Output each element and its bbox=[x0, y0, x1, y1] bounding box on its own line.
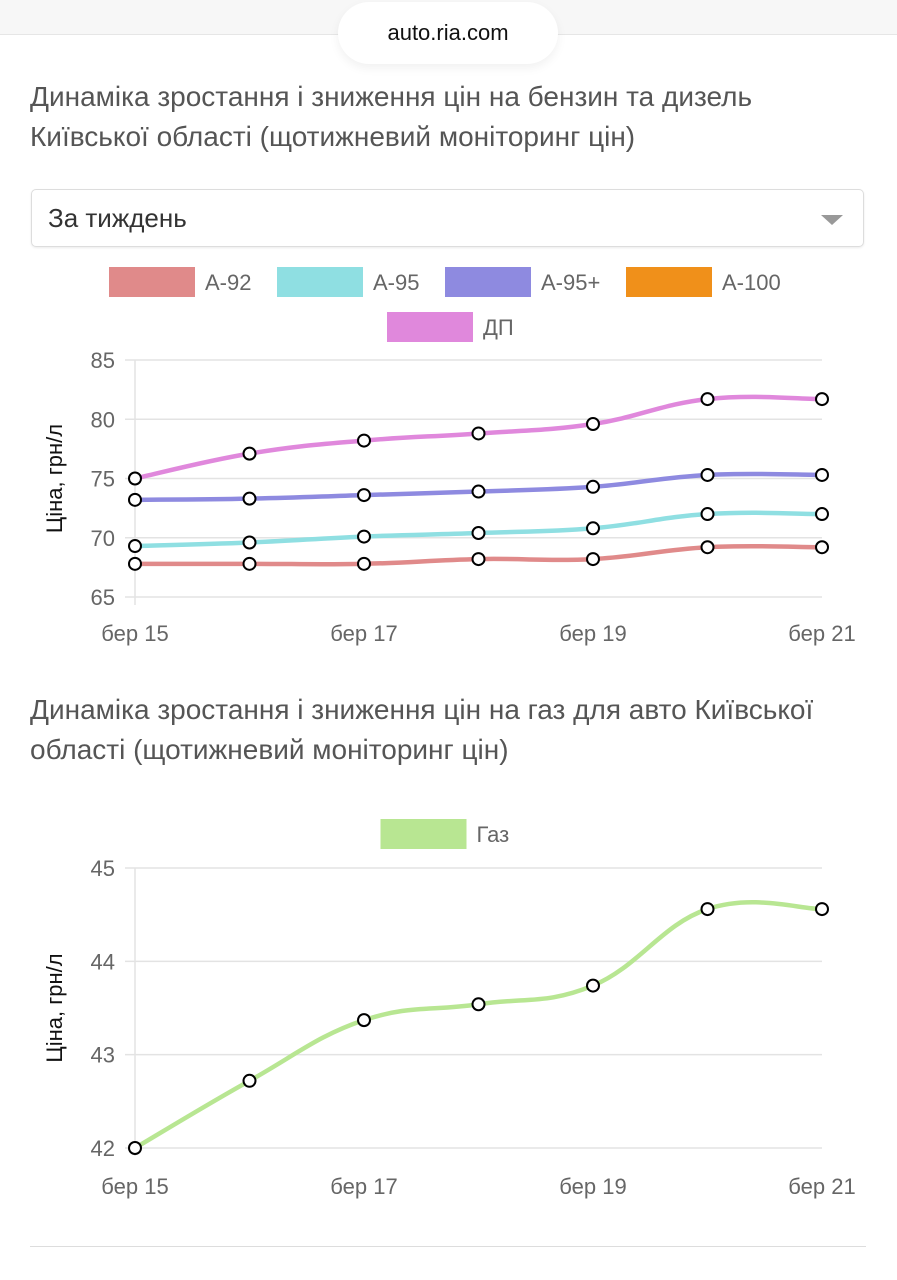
legend-label: А-100 bbox=[722, 270, 781, 295]
fuel-chart-title: Динаміка зростання і зниження цін на бен… bbox=[30, 81, 753, 152]
data-point-ДП-бер 18[interactable] bbox=[471, 426, 486, 441]
legend-swatch bbox=[626, 267, 712, 297]
x-tick-label: бер 19 bbox=[559, 1174, 626, 1199]
legend-swatch bbox=[445, 267, 531, 297]
legend-swatch bbox=[109, 267, 195, 297]
legend-label: А-95+ bbox=[541, 270, 600, 295]
chevron-down-icon bbox=[821, 215, 843, 225]
legend-label: ДП bbox=[483, 315, 514, 340]
data-point-А-95-бер 17[interactable] bbox=[357, 529, 371, 544]
series-line-Газ bbox=[133, 900, 823, 1150]
data-point-Газ-бер 15[interactable] bbox=[128, 1141, 142, 1155]
data-point-А-95+-бер 21[interactable] bbox=[815, 467, 829, 482]
y-axis-title: Ціна, грн/л bbox=[42, 424, 67, 533]
data-point-Газ-бер 18[interactable] bbox=[471, 997, 486, 1012]
y-tick-label: 45 bbox=[91, 856, 115, 881]
data-point-А-92-бер 15[interactable] bbox=[128, 556, 142, 571]
x-tick-label: бер 15 bbox=[101, 621, 168, 646]
period-select[interactable]: За тиждень bbox=[31, 189, 864, 247]
legend-item-ДП[interactable]: ДП bbox=[387, 312, 514, 342]
data-point-ДП-бер 17[interactable] bbox=[357, 433, 371, 448]
x-tick-label: бер 17 bbox=[330, 1174, 397, 1199]
data-point-ДП-бер 15[interactable] bbox=[128, 471, 142, 486]
data-point-Газ-бер 16[interactable] bbox=[242, 1073, 257, 1088]
legend-item-А-100[interactable]: А-100 bbox=[626, 267, 781, 297]
url-bar[interactable]: auto.ria.com bbox=[338, 2, 558, 64]
legend-swatch bbox=[277, 267, 363, 297]
legend-label: А-92 bbox=[205, 270, 251, 295]
x-tick-label: бер 19 bbox=[559, 621, 626, 646]
data-point-ДП-бер 20[interactable] bbox=[700, 392, 715, 407]
data-point-А-95-бер 21[interactable] bbox=[815, 507, 829, 522]
data-point-А-95+-бер 19[interactable] bbox=[586, 479, 600, 494]
data-point-А-92-бер 21[interactable] bbox=[815, 540, 829, 555]
y-tick-label: 44 bbox=[91, 949, 115, 974]
data-point-А-95-бер 16[interactable] bbox=[242, 535, 257, 550]
y-tick-label: 75 bbox=[91, 467, 115, 492]
y-tick-label: 80 bbox=[91, 407, 115, 432]
data-point-Газ-бер 21[interactable] bbox=[815, 902, 829, 917]
x-tick-label: бер 15 bbox=[101, 1174, 168, 1199]
legend-item-А-92[interactable]: А-92 bbox=[109, 267, 251, 297]
url-text: auto.ria.com bbox=[387, 20, 509, 45]
data-point-А-95-бер 19[interactable] bbox=[586, 521, 600, 536]
data-point-А-95-бер 18[interactable] bbox=[471, 526, 486, 541]
data-point-А-92-бер 16[interactable] bbox=[242, 556, 257, 571]
data-point-А-92-бер 20[interactable] bbox=[700, 540, 715, 555]
x-tick-label: бер 21 bbox=[788, 621, 855, 646]
x-tick-label: бер 21 bbox=[788, 1174, 855, 1199]
gas-chart-title: Динаміка зростання і зниження цін на газ… bbox=[30, 694, 814, 765]
period-select-value: За тиждень bbox=[48, 202, 187, 233]
legend-item-А-95+[interactable]: А-95+ bbox=[445, 267, 600, 297]
y-tick-label: 43 bbox=[91, 1043, 115, 1068]
y-tick-label: 42 bbox=[91, 1136, 115, 1161]
data-point-Газ-бер 17[interactable] bbox=[357, 1013, 371, 1028]
divider bbox=[30, 1246, 866, 1247]
y-tick-label: 85 bbox=[91, 348, 115, 373]
data-point-А-95+-бер 18[interactable] bbox=[471, 484, 486, 499]
data-point-Газ-бер 20[interactable] bbox=[700, 902, 715, 917]
data-point-ДП-бер 16[interactable] bbox=[242, 446, 257, 461]
data-point-А-95+-бер 17[interactable] bbox=[357, 488, 371, 503]
y-axis-title: Ціна, грн/л bbox=[42, 953, 67, 1062]
x-tick-label: бер 17 bbox=[330, 621, 397, 646]
gas-price-chart: Газ 42 43 44 45 бер 15 бер 17 бер 19 бер 21 Ціна,… bbox=[42, 819, 856, 1199]
legend-swatch bbox=[380, 819, 467, 849]
legend-label: Газ bbox=[477, 822, 510, 847]
data-point-А-92-бер 17[interactable] bbox=[357, 556, 371, 571]
legend-item-А-95[interactable]: А-95 bbox=[277, 267, 419, 297]
fuel-price-chart: А-92 А-95 А-95+ А-100 ДП 65 70 75 80 85 бер 15 бер … bbox=[42, 267, 856, 646]
data-point-ДП-бер 21[interactable] bbox=[815, 392, 829, 407]
data-point-А-95+-бер 16[interactable] bbox=[242, 491, 257, 506]
data-point-А-95-бер 20[interactable] bbox=[700, 507, 715, 522]
legend-item-Газ[interactable]: Газ bbox=[380, 819, 510, 849]
data-point-А-92-бер 18[interactable] bbox=[471, 552, 486, 567]
y-tick-label: 70 bbox=[91, 526, 115, 551]
data-point-ДП-бер 19[interactable] bbox=[586, 416, 600, 431]
y-tick-label: 65 bbox=[91, 585, 115, 610]
data-point-А-92-бер 19[interactable] bbox=[586, 552, 600, 567]
legend-label: А-95 bbox=[373, 270, 419, 295]
legend-swatch bbox=[387, 312, 473, 342]
data-point-А-95+-бер 15[interactable] bbox=[128, 492, 142, 507]
data-point-А-95+-бер 20[interactable] bbox=[700, 467, 715, 482]
data-point-А-95-бер 15[interactable] bbox=[128, 539, 142, 554]
data-point-Газ-бер 19[interactable] bbox=[586, 978, 600, 993]
